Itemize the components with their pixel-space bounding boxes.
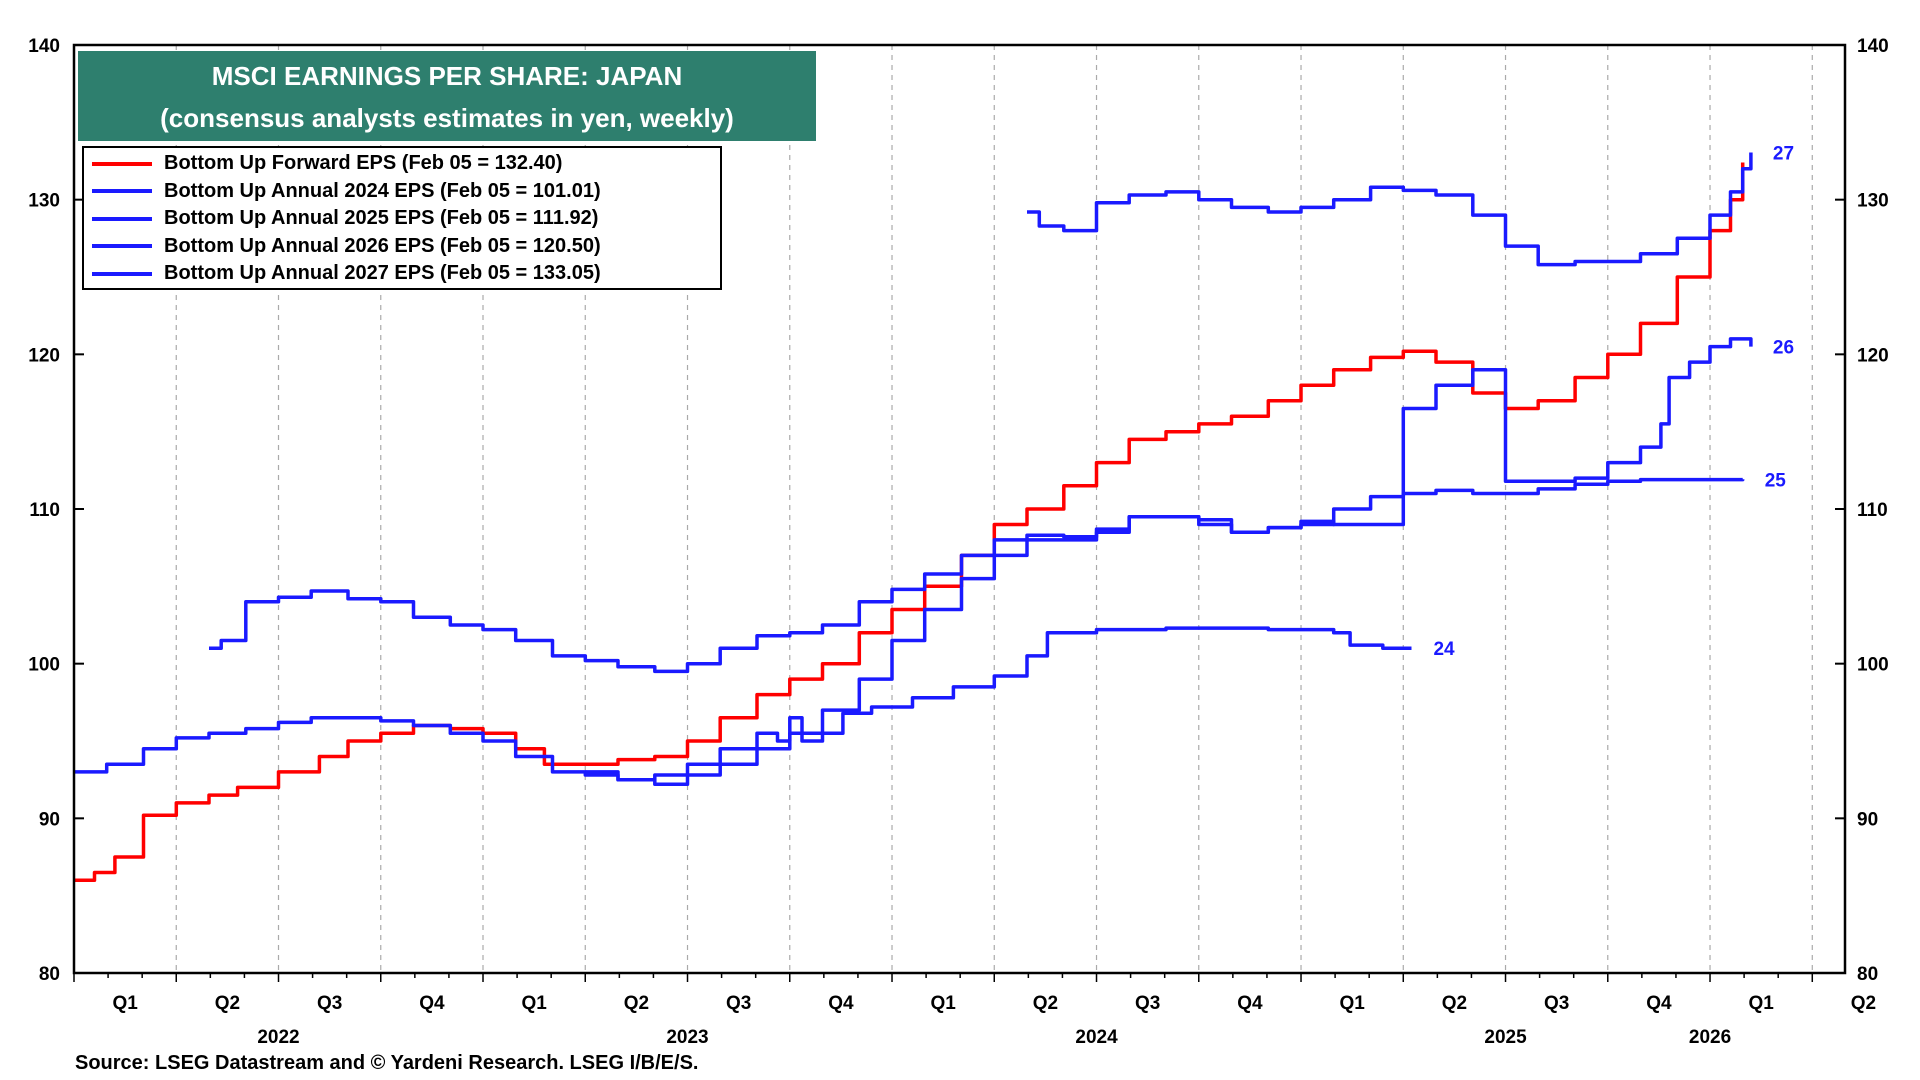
x-axis: Q1 Q2 Q3 Q4 Q1 Q2 Q3 Q4 Q1 Q2 Q3 Q4 Q1 Q2 Q3 Q4 Q1 Q2 2022… xyxy=(73,973,1876,1048)
series-line-1 xyxy=(585,626,1412,782)
legend-item-2027: Bottom Up Annual 2027 EPS (Feb 05 = 133.… xyxy=(92,260,720,288)
y-tick-label-left: 90 xyxy=(39,809,60,830)
series-line-4 xyxy=(1027,152,1753,267)
legend-swatch-blue xyxy=(92,244,152,249)
x-tick-label-quarter: Q4 xyxy=(828,993,854,1014)
x-tick-label-quarter: Q2 xyxy=(215,993,240,1014)
y-tick-label-left: 140 xyxy=(28,36,60,57)
x-tick-label-quarter: Q4 xyxy=(419,993,445,1014)
series-layer xyxy=(74,152,1753,882)
chart-title: MSCI EARNINGS PER SHARE: JAPAN xyxy=(211,61,683,91)
legend-swatch-blue xyxy=(92,271,152,276)
legend-label: Bottom Up Forward EPS (Feb 05 = 132.40) xyxy=(164,152,563,175)
y-tick-label-right: 90 xyxy=(1857,809,1878,830)
y-tick-label-left: 110 xyxy=(29,500,60,521)
x-tick-label-quarter: Q2 xyxy=(1851,993,1876,1014)
x-tick-label-quarter: Q1 xyxy=(112,993,138,1014)
x-tick-label-quarter: Q1 xyxy=(1748,993,1774,1014)
x-tick-label-quarter: Q3 xyxy=(1544,993,1569,1014)
series-end-label: 25 xyxy=(1765,470,1787,491)
legend-label: Bottom Up Annual 2025 EPS (Feb 05 = 111.… xyxy=(164,207,599,230)
legend-label: Bottom Up Annual 2027 EPS (Feb 05 = 133.… xyxy=(164,262,601,285)
source-note: Source: LSEG Datastream and © Yardeni Re… xyxy=(75,1052,699,1074)
y-tick-label-right: 130 xyxy=(1857,191,1889,212)
chart-title-box: MSCI EARNINGS PER SHARE: JAPAN (consensu… xyxy=(78,51,816,141)
legend-item-2025: Bottom Up Annual 2025 EPS (Feb 05 = 111.… xyxy=(92,205,720,233)
x-tick-label-quarter: Q2 xyxy=(1442,993,1467,1014)
legend-label: Bottom Up Annual 2024 EPS (Feb 05 = 101.… xyxy=(164,179,601,202)
x-tick-label-year: 2023 xyxy=(666,1027,708,1048)
series-line-3 xyxy=(209,337,1753,674)
y-tick-label-left: 130 xyxy=(28,191,60,212)
y-axis-left: 80 90 100 110 120 130 140 xyxy=(28,36,84,985)
series-end-label: 24 xyxy=(1433,639,1455,660)
y-tick-label-right: 120 xyxy=(1857,345,1889,366)
x-tick-label-quarter: Q4 xyxy=(1237,993,1263,1014)
y-axis-right: 80 90 100 110 120 130 140 xyxy=(1835,36,1889,985)
legend: Bottom Up Forward EPS (Feb 05 = 132.40) … xyxy=(82,146,722,290)
y-tick-label-left: 120 xyxy=(28,345,60,366)
x-tick-label-quarter: Q1 xyxy=(1339,993,1365,1014)
x-tick-label-quarter: Q2 xyxy=(624,993,649,1014)
series-end-label: 27 xyxy=(1773,143,1794,164)
x-tick-label-year: 2022 xyxy=(257,1027,299,1048)
legend-label: Bottom Up Annual 2026 EPS (Feb 05 = 120.… xyxy=(164,234,601,257)
y-tick-label-right: 80 xyxy=(1857,964,1878,985)
x-tick-label-quarter: Q3 xyxy=(1135,993,1160,1014)
legend-item-2024: Bottom Up Annual 2024 EPS (Feb 05 = 101.… xyxy=(92,178,720,206)
x-tick-label-year: 2025 xyxy=(1484,1027,1527,1048)
legend-swatch-blue xyxy=(92,216,152,221)
y-tick-label-right: 100 xyxy=(1857,655,1889,676)
series-line-2 xyxy=(74,477,1745,787)
series-end-labels: 24 25 26 27 xyxy=(1433,143,1794,660)
x-tick-label-quarter: Q3 xyxy=(317,993,342,1014)
y-tick-label-left: 100 xyxy=(28,655,60,676)
legend-swatch-red xyxy=(92,161,152,166)
x-tick-label-quarter: Q4 xyxy=(1646,993,1672,1014)
chart-subtitle: (consensus analysts estimates in yen, we… xyxy=(160,103,734,133)
x-tick-label-year: 2024 xyxy=(1075,1027,1118,1048)
legend-swatch-blue xyxy=(92,189,152,194)
y-tick-label-left: 80 xyxy=(39,964,60,985)
legend-item-2026: Bottom Up Annual 2026 EPS (Feb 05 = 120.… xyxy=(92,233,720,261)
y-tick-label-right: 140 xyxy=(1857,36,1889,57)
y-tick-label-right: 110 xyxy=(1857,500,1888,521)
x-tick-label-quarter: Q1 xyxy=(521,993,547,1014)
x-tick-label-quarter: Q2 xyxy=(1033,993,1058,1014)
x-tick-label-year: 2026 xyxy=(1689,1027,1731,1048)
legend-item-forward: Bottom Up Forward EPS (Feb 05 = 132.40) xyxy=(92,150,720,178)
series-end-label: 26 xyxy=(1773,338,1794,359)
x-tick-label-quarter: Q1 xyxy=(930,993,956,1014)
x-tick-label-quarter: Q3 xyxy=(726,993,751,1014)
